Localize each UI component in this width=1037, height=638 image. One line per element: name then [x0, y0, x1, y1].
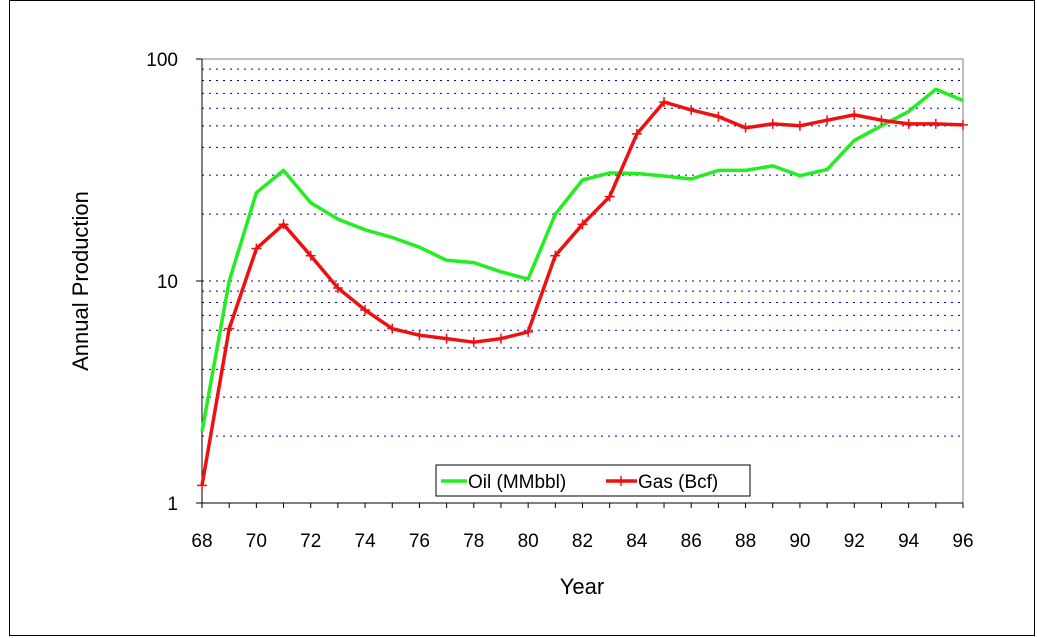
data-point [360, 305, 371, 316]
legend-label-oil: Oil (MMbbl) [468, 472, 566, 493]
y-tick-label: 10 [157, 272, 178, 293]
axis-ticks: 1 10 100 68 70 72 74 76 78 80 82 84 86 88 90 92 94 96 [146, 50, 973, 552]
x-tick-label: 92 [844, 531, 865, 552]
data-point [305, 250, 316, 261]
x-tick-label: 74 [355, 531, 377, 552]
data-point [224, 323, 235, 334]
data-point [659, 97, 670, 108]
x-tick-label: 82 [572, 531, 593, 552]
x-tick-label: 86 [681, 531, 702, 552]
y-axis-label: Annual Production [68, 191, 93, 371]
x-tick-label: 76 [409, 531, 430, 552]
data-point [713, 111, 724, 122]
data-point [849, 109, 860, 120]
data-point [876, 115, 887, 126]
data-point [604, 191, 615, 202]
x-tick-label: 88 [735, 531, 756, 552]
legend-marker-gas [616, 476, 626, 486]
data-point [958, 119, 968, 130]
x-axis-label: Year [560, 574, 604, 599]
data-point [822, 115, 833, 126]
x-tick-label: 70 [246, 531, 267, 552]
plot-area [201, 58, 964, 504]
x-tick-label: 68 [191, 531, 212, 552]
grid-lines [202, 68, 963, 437]
data-point [740, 122, 751, 133]
data-point [278, 219, 289, 230]
data-point [794, 120, 805, 131]
legend: Oil (MMbbl) Gas (Bcf) [435, 464, 751, 497]
data-point [441, 333, 452, 344]
data-point [332, 282, 343, 293]
x-tick-label: 78 [463, 531, 484, 552]
data-point [468, 337, 479, 348]
data-point [523, 326, 534, 337]
x-tick-label: 90 [789, 531, 810, 552]
x-tick-label: 80 [518, 531, 539, 552]
data-point [495, 333, 506, 344]
data-point [251, 243, 262, 254]
x-tick-label: 94 [898, 531, 920, 552]
data-point [903, 118, 914, 129]
y-tick-label: 100 [146, 50, 178, 71]
data-point [767, 118, 778, 129]
data-point [930, 118, 941, 129]
series-markers [197, 97, 968, 491]
legend-box [435, 464, 751, 497]
x-tick-label: 96 [952, 531, 973, 552]
x-tick-label: 72 [300, 531, 321, 552]
data-point [686, 104, 697, 115]
legend-item-oil: Oil (MMbbl) [441, 472, 566, 493]
data-point [197, 480, 207, 491]
y-tick-label: 1 [167, 494, 178, 515]
legend-label-gas: Gas (Bcf) [638, 472, 718, 493]
data-point [550, 250, 561, 261]
data-point [577, 219, 588, 230]
series-line-oil [200, 87, 964, 432]
data-point [414, 330, 425, 341]
x-tick-label: 84 [626, 531, 648, 552]
data-point [631, 128, 642, 139]
data-point [387, 323, 398, 334]
